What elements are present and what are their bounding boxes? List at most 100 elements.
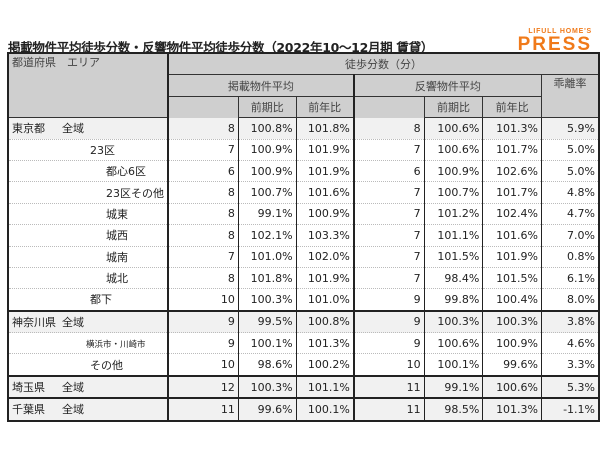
listed-yoy-cell: 100.8% <box>296 309 355 334</box>
table-row: 城東 8 99.1% 100.9% 7 101.2% 102.4% 4.7% <box>8 203 599 226</box>
response-qoq-cell: 100.1% <box>424 353 484 377</box>
listed-minutes-cell: 8 <box>168 181 239 204</box>
gap-rate-cell: -1.1% <box>541 397 599 422</box>
listed-yoy-cell: 101.9% <box>296 160 355 183</box>
response-minutes-cell: 9 <box>353 332 425 355</box>
table-row: 東京都 全域 8 100.8% 101.8% 8 100.6% 101.3% 5.9% <box>8 117 599 140</box>
table-row: 都心6区 6 100.9% 101.9% 6 100.9% 102.6% 5.0% <box>8 160 599 183</box>
response-minutes-cell: 7 <box>353 246 425 268</box>
response-minutes-cell: 7 <box>353 203 425 226</box>
listed-qoq-cell: 99.5% <box>238 309 297 334</box>
listed-yoy-cell: 101.0% <box>296 288 355 312</box>
area-label: 全域 <box>62 122 84 136</box>
gap-rate-cell: 7.0% <box>541 224 599 247</box>
response-qoq-cell: 99.1% <box>424 374 484 399</box>
response-minutes-cell: 9 <box>353 288 425 312</box>
listed-qoq-cell: 100.3% <box>238 288 297 312</box>
response-yoy-cell: 100.4% <box>482 288 543 312</box>
area-label: 城北 <box>106 272 128 286</box>
listed-minutes-cell: 7 <box>168 246 239 268</box>
listed-yoy-cell: 100.2% <box>296 353 355 377</box>
listed-minutes-cell: 9 <box>168 309 239 334</box>
area-cell: 城西 <box>8 224 169 247</box>
lifull-homes-press-logo: LIFULL HOME'S PRESS <box>517 28 592 55</box>
table-row: 城西 8 102.1% 103.3% 7 101.1% 101.6% 7.0% <box>8 224 599 247</box>
listed-minutes-cell: 8 <box>168 203 239 226</box>
response-qoq-cell: 100.9% <box>424 160 484 183</box>
area-cell: 埼玉県 全域 <box>8 374 169 399</box>
response-yoy-cell: 101.7% <box>482 139 543 161</box>
area-cell: 横浜市・川崎市 <box>8 332 169 355</box>
listed-qoq-cell: 101.0% <box>238 246 297 268</box>
walk-minutes-table: 都道府県 エリア 徒歩分数（分） 掲載物件平均 反響物件平均 乖離率 前期比 前… <box>7 52 600 422</box>
listed-yoy-cell: 101.8% <box>296 117 355 140</box>
header-listed-avg: 掲載物件平均 <box>167 74 355 97</box>
listed-qoq-cell: 100.3% <box>238 374 297 399</box>
gap-rate-cell: 5.3% <box>541 374 599 399</box>
listed-qoq-cell: 100.8% <box>238 117 297 140</box>
response-minutes-cell: 10 <box>353 353 425 377</box>
pref-label: 東京都 <box>12 122 45 136</box>
table-row: 神奈川県 全域 9 99.5% 100.8% 9 100.3% 100.3% 3.8% <box>8 309 599 334</box>
response-yoy-cell: 101.9% <box>482 246 543 268</box>
area-label: 都心6区 <box>106 165 146 179</box>
response-minutes-cell: 7 <box>353 224 425 247</box>
header-listed-yoy: 前年比 <box>295 95 355 119</box>
area-label: 城南 <box>106 250 128 264</box>
response-minutes-cell: 7 <box>353 139 425 161</box>
response-minutes-cell: 6 <box>353 160 425 183</box>
response-yoy-cell: 100.3% <box>482 309 543 334</box>
area-cell: 城南 <box>8 246 169 268</box>
area-cell: その他 <box>8 353 169 377</box>
pref-label: 埼玉県 <box>12 381 45 395</box>
gap-rate-cell: 4.7% <box>541 203 599 226</box>
area-label: 23区その他 <box>106 186 164 200</box>
listed-minutes-cell: 12 <box>168 374 239 399</box>
response-minutes-cell: 7 <box>353 267 425 290</box>
area-label: 横浜市・川崎市 <box>86 339 146 350</box>
area-label: 全域 <box>62 381 84 395</box>
response-qoq-cell: 101.2% <box>424 203 484 226</box>
gap-rate-cell: 5.0% <box>541 160 599 183</box>
header-response-qoq: 前期比 <box>423 95 484 119</box>
table-row: 埼玉県 全域 12 100.3% 101.1% 11 99.1% 100.6% 5.3% <box>8 374 599 399</box>
listed-qoq-cell: 99.6% <box>238 397 297 422</box>
listed-yoy-cell: 101.6% <box>296 181 355 204</box>
listed-qoq-cell: 98.6% <box>238 353 297 377</box>
response-qoq-cell: 100.6% <box>424 117 484 140</box>
table-row: 千葉県 全域 11 99.6% 100.1% 11 98.5% 101.3% -1.1% <box>8 397 599 422</box>
listed-minutes-cell: 9 <box>168 332 239 355</box>
response-qoq-cell: 100.6% <box>424 332 484 355</box>
response-yoy-cell: 101.5% <box>482 267 543 290</box>
area-cell: 都心6区 <box>8 160 169 183</box>
area-cell: 都下 <box>8 288 169 312</box>
table-row: 23区その他 8 100.7% 101.6% 7 100.7% 101.7% 4.8% <box>8 181 599 204</box>
listed-qoq-cell: 101.8% <box>238 267 297 290</box>
gap-rate-cell: 5.0% <box>541 139 599 161</box>
response-yoy-cell: 102.4% <box>482 203 543 226</box>
listed-yoy-cell: 103.3% <box>296 224 355 247</box>
response-yoy-cell: 102.6% <box>482 160 543 183</box>
header-listed-qoq: 前期比 <box>237 95 297 119</box>
gap-rate-cell: 4.6% <box>541 332 599 355</box>
response-yoy-cell: 101.7% <box>482 181 543 204</box>
response-yoy-cell: 99.6% <box>482 353 543 377</box>
listed-minutes-cell: 7 <box>168 139 239 161</box>
response-minutes-cell: 8 <box>353 117 425 140</box>
area-cell: 東京都 全域 <box>8 117 169 140</box>
response-qoq-cell: 99.8% <box>424 288 484 312</box>
area-label: 城西 <box>106 229 128 243</box>
listed-qoq-cell: 100.1% <box>238 332 297 355</box>
listed-minutes-cell: 8 <box>168 224 239 247</box>
area-cell: 千葉県 全域 <box>8 397 169 422</box>
listed-minutes-cell: 8 <box>168 117 239 140</box>
listed-minutes-cell: 8 <box>168 267 239 290</box>
header-walk-minutes: 徒歩分数（分） <box>167 52 600 76</box>
response-qoq-cell: 101.1% <box>424 224 484 247</box>
listed-qoq-cell: 100.9% <box>238 160 297 183</box>
area-cell: 城東 <box>8 203 169 226</box>
header-gap-rate: 乖離率 <box>541 74 600 119</box>
listed-yoy-cell: 101.9% <box>296 139 355 161</box>
response-minutes-cell: 11 <box>353 397 425 422</box>
area-cell: 23区 <box>8 139 169 161</box>
